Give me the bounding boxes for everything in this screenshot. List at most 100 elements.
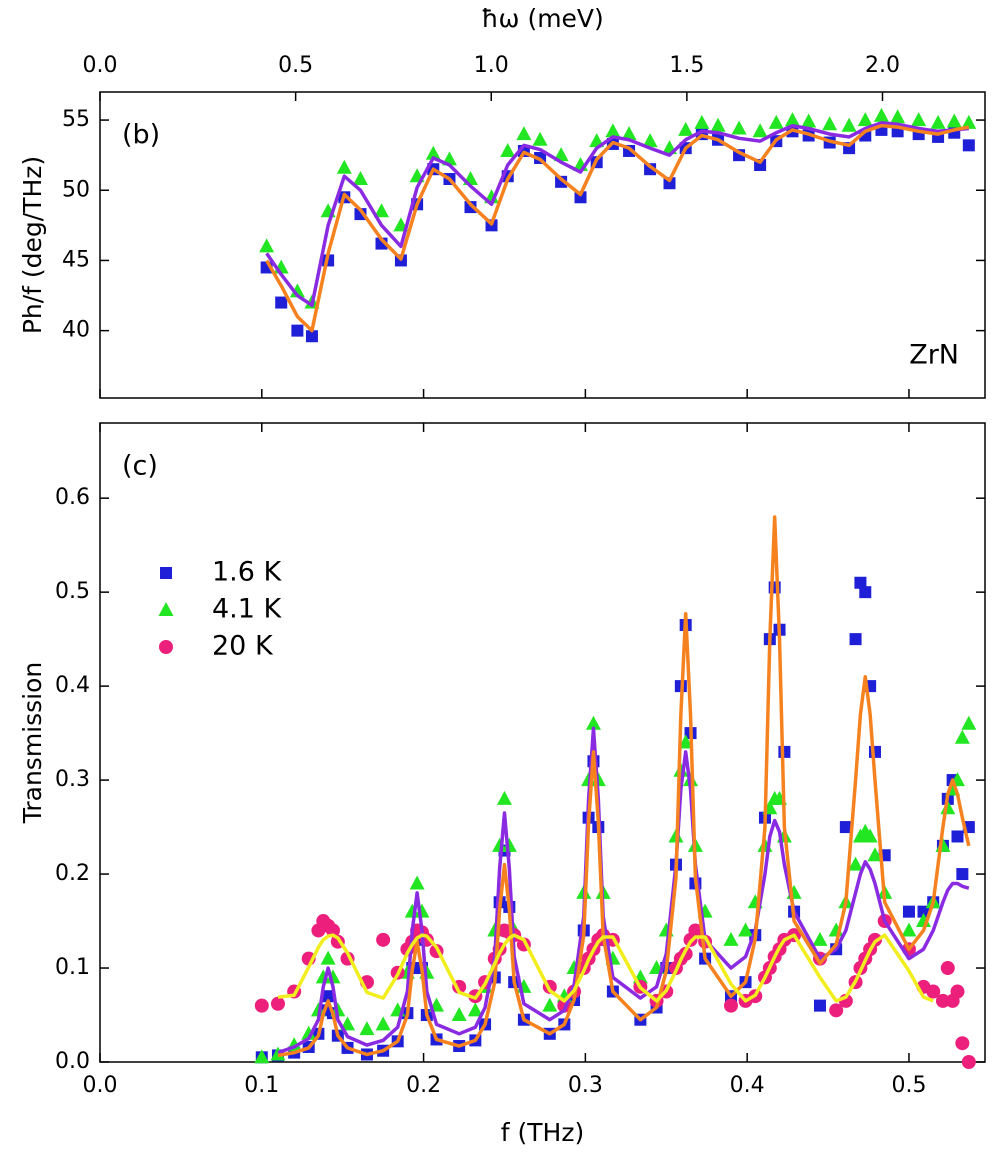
data-point xyxy=(961,114,977,129)
data-point xyxy=(254,1049,270,1064)
data-point xyxy=(731,120,747,135)
data-point xyxy=(464,201,477,214)
x2-tick-label: 1.0 xyxy=(474,53,509,78)
data-point xyxy=(911,112,927,127)
data-point xyxy=(961,1055,976,1069)
data-point xyxy=(376,932,391,947)
data-point xyxy=(305,330,318,343)
data-point xyxy=(555,175,568,188)
y-tick-label: 50 xyxy=(62,177,90,202)
data-point xyxy=(409,875,425,890)
data-point xyxy=(951,830,964,843)
data-point xyxy=(752,123,768,138)
y-tick-label: 45 xyxy=(62,247,90,272)
data-point xyxy=(375,1016,391,1031)
x-tick-label: 0.4 xyxy=(730,1073,765,1098)
data-point xyxy=(516,126,532,141)
data-point xyxy=(875,123,888,136)
data-point xyxy=(320,950,336,965)
data-point xyxy=(890,109,906,124)
data-point xyxy=(862,828,878,843)
data-point xyxy=(585,715,601,730)
data-point xyxy=(961,715,977,730)
data-point xyxy=(532,131,548,146)
y-tick-label: 40 xyxy=(62,318,90,343)
data-point xyxy=(784,112,800,127)
x-tick-label: 0.5 xyxy=(891,1073,926,1098)
legend-text: 1.6 K xyxy=(212,557,283,588)
data-point xyxy=(926,984,941,999)
y-tick-label: 0.1 xyxy=(55,955,90,980)
data-point xyxy=(254,998,269,1013)
data-point xyxy=(935,993,950,1008)
data-point xyxy=(822,116,838,131)
data-point xyxy=(778,745,791,758)
data-point xyxy=(605,123,621,138)
data-point xyxy=(723,931,739,946)
data-point xyxy=(839,821,852,834)
data-point xyxy=(642,133,658,148)
data-point xyxy=(270,1046,286,1061)
y-tick-label: 0.4 xyxy=(55,673,90,698)
plot-frame xyxy=(99,422,986,1063)
data-point xyxy=(917,905,930,918)
data-point xyxy=(812,931,828,946)
data-point xyxy=(950,984,965,999)
data-point xyxy=(854,576,867,589)
y-tick-label: 0.3 xyxy=(55,767,90,792)
x2-axis-label: ħω (meV) xyxy=(481,4,604,33)
data-point xyxy=(962,139,975,152)
x2-tick-label: 0.0 xyxy=(83,53,118,78)
data-point xyxy=(954,729,970,744)
data-point xyxy=(849,633,862,646)
y-tick-label: 55 xyxy=(62,107,90,132)
data-point xyxy=(902,905,915,918)
data-point xyxy=(259,238,275,253)
fit-line xyxy=(277,933,934,1003)
data-point xyxy=(841,117,857,132)
x-tick-label: 0.3 xyxy=(568,1073,603,1098)
fit-line xyxy=(277,515,971,1058)
data-point xyxy=(848,856,864,871)
x-tick-label: 0.1 xyxy=(244,1073,279,1098)
data-point xyxy=(352,171,368,186)
data-point xyxy=(829,1003,844,1018)
data-point xyxy=(857,112,873,127)
data-point xyxy=(451,1007,467,1022)
data-point xyxy=(688,923,703,938)
data-point xyxy=(644,163,657,176)
x2-tick-label: 2.0 xyxy=(865,53,900,78)
fit-line xyxy=(265,123,970,333)
data-point xyxy=(859,586,872,599)
data-point xyxy=(425,145,441,160)
data-point xyxy=(930,114,946,129)
data-point xyxy=(738,922,754,937)
y-axis-label: Ph/f (deg/THz) xyxy=(18,156,47,334)
data-point xyxy=(868,745,881,758)
data-point xyxy=(867,847,883,862)
data-point xyxy=(873,107,889,122)
legend-marker xyxy=(159,640,173,654)
data-point xyxy=(723,998,738,1013)
data-point xyxy=(801,113,817,128)
legend-marker xyxy=(158,602,174,616)
fit-line xyxy=(265,121,969,308)
data-point xyxy=(501,837,517,852)
panel-annotation: (b) xyxy=(122,120,160,151)
legend-text: 20 K xyxy=(212,631,274,662)
data-point xyxy=(301,1025,317,1040)
plot-frame xyxy=(99,91,986,399)
data-point xyxy=(813,999,826,1012)
legend-text: 4.1 K xyxy=(212,594,283,625)
data-point xyxy=(322,990,335,1003)
data-point xyxy=(710,117,726,132)
y-tick-label: 0.0 xyxy=(55,1049,90,1074)
y-tick-label: 0.2 xyxy=(55,861,90,886)
data-point xyxy=(553,147,569,162)
data-point xyxy=(956,868,969,881)
data-point xyxy=(901,922,917,937)
x2-tick-label: 1.5 xyxy=(669,53,704,78)
data-point xyxy=(291,324,304,337)
data-point xyxy=(289,283,305,298)
